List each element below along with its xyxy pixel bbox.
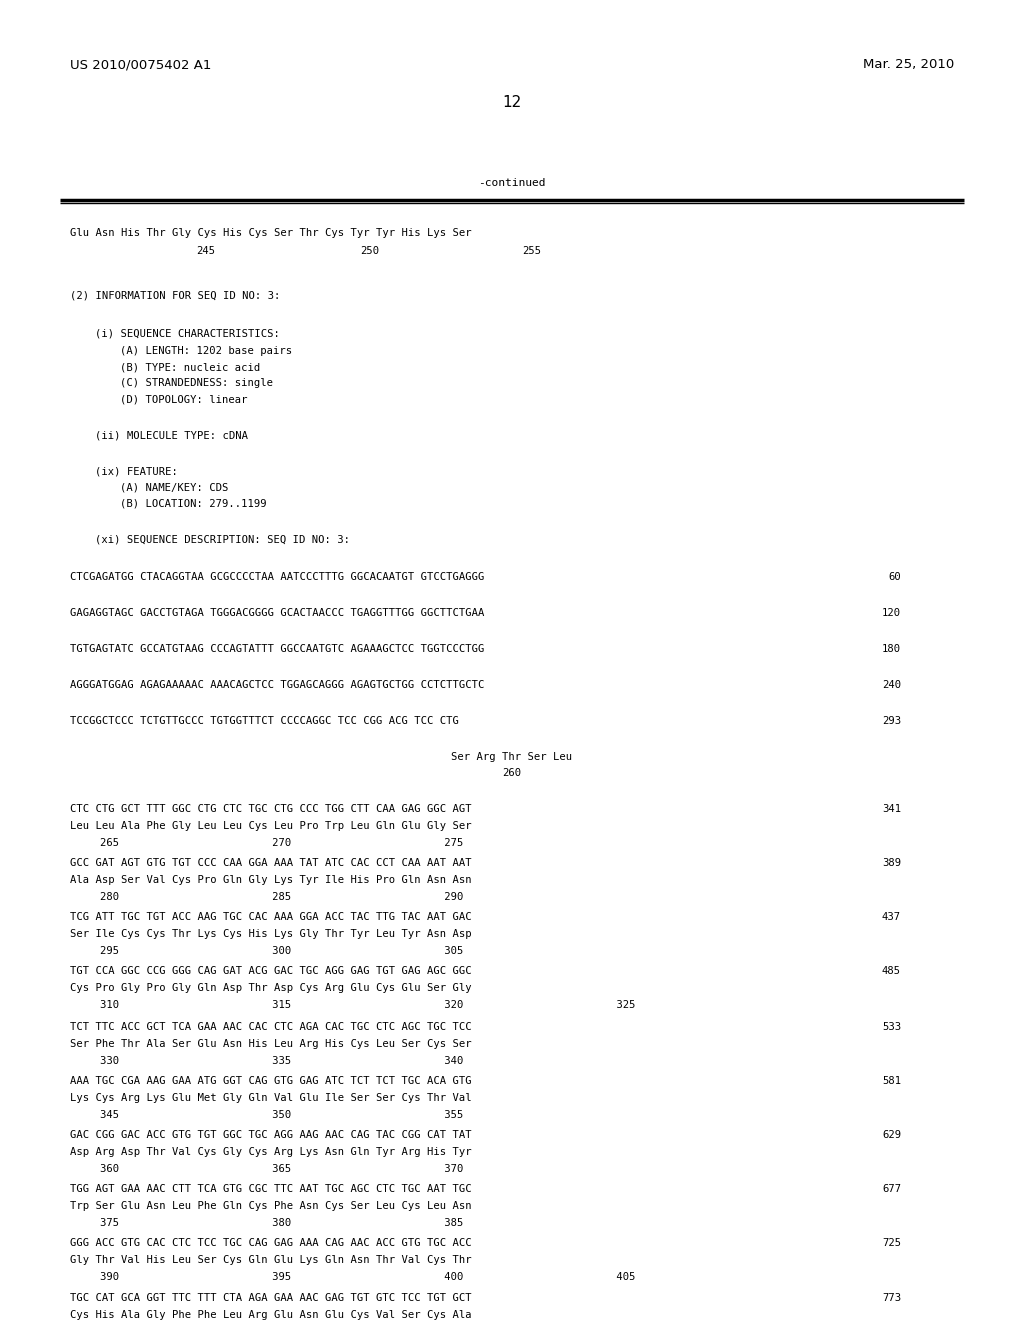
Text: 310                        315                        320                       : 310 315 320	[99, 1001, 635, 1010]
Text: 245: 245	[197, 246, 216, 256]
Text: Cys Pro Gly Pro Gly Gln Asp Thr Asp Cys Arg Glu Cys Glu Ser Gly: Cys Pro Gly Pro Gly Gln Asp Thr Asp Cys …	[70, 983, 471, 993]
Text: 255: 255	[522, 246, 542, 256]
Text: AGGGATGGAG AGAGAAAAAC AAACAGCTCC TGGAGCAGGG AGAGTGCTGG CCTCTTGCTC: AGGGATGGAG AGAGAAAAAC AAACAGCTCC TGGAGCA…	[70, 680, 484, 690]
Text: 280                        285                        290: 280 285 290	[99, 892, 463, 902]
Text: 293: 293	[882, 715, 901, 726]
Text: GGG ACC GTG CAC CTC TCC TGC CAG GAG AAA CAG AAC ACC GTG TGC ACC: GGG ACC GTG CAC CTC TCC TGC CAG GAG AAA …	[70, 1238, 471, 1247]
Text: (i) SEQUENCE CHARACTERISTICS:: (i) SEQUENCE CHARACTERISTICS:	[95, 327, 280, 338]
Text: (xi) SEQUENCE DESCRIPTION: SEQ ID NO: 3:: (xi) SEQUENCE DESCRIPTION: SEQ ID NO: 3:	[95, 535, 350, 544]
Text: Glu Asn His Thr Gly Cys His Cys Ser Thr Cys Tyr Tyr His Lys Ser: Glu Asn His Thr Gly Cys His Cys Ser Thr …	[70, 228, 471, 238]
Text: 389: 389	[882, 858, 901, 869]
Text: (B) TYPE: nucleic acid: (B) TYPE: nucleic acid	[120, 362, 260, 372]
Text: Lys Cys Arg Lys Glu Met Gly Gln Val Glu Ile Ser Ser Cys Thr Val: Lys Cys Arg Lys Glu Met Gly Gln Val Glu …	[70, 1093, 471, 1104]
Text: 265                        270                        275: 265 270 275	[99, 838, 463, 847]
Text: 581: 581	[882, 1076, 901, 1086]
Text: -continued: -continued	[478, 178, 546, 187]
Text: 341: 341	[882, 804, 901, 814]
Text: 240: 240	[882, 680, 901, 690]
Text: Leu Leu Ala Phe Gly Leu Leu Cys Leu Pro Trp Leu Gln Glu Gly Ser: Leu Leu Ala Phe Gly Leu Leu Cys Leu Pro …	[70, 821, 471, 832]
Text: GAGAGGTAGC GACCTGTAGA TGGGACGGGG GCACTAACCC TGAGGTTTGG GGCTTCTGAA: GAGAGGTAGC GACCTGTAGA TGGGACGGGG GCACTAA…	[70, 609, 484, 618]
Text: AAA TGC CGA AAG GAA ATG GGT CAG GTG GAG ATC TCT TCT TGC ACA GTG: AAA TGC CGA AAG GAA ATG GGT CAG GTG GAG …	[70, 1076, 471, 1086]
Text: (B) LOCATION: 279..1199: (B) LOCATION: 279..1199	[120, 498, 266, 508]
Text: GCC GAT AGT GTG TGT CCC CAA GGA AAA TAT ATC CAC CCT CAA AAT AAT: GCC GAT AGT GTG TGT CCC CAA GGA AAA TAT …	[70, 858, 471, 869]
Text: Ala Asp Ser Val Cys Pro Gln Gly Lys Tyr Ile His Pro Gln Asn Asn: Ala Asp Ser Val Cys Pro Gln Gly Lys Tyr …	[70, 875, 471, 884]
Text: 629: 629	[882, 1130, 901, 1140]
Text: (2) INFORMATION FOR SEQ ID NO: 3:: (2) INFORMATION FOR SEQ ID NO: 3:	[70, 290, 281, 300]
Text: 360                        365                        370: 360 365 370	[99, 1164, 463, 1173]
Text: 677: 677	[882, 1184, 901, 1195]
Text: GAC CGG GAC ACC GTG TGT GGC TGC AGG AAG AAC CAG TAC CGG CAT TAT: GAC CGG GAC ACC GTG TGT GGC TGC AGG AAG …	[70, 1130, 471, 1140]
Text: 345                        350                        355: 345 350 355	[99, 1110, 463, 1119]
Text: (D) TOPOLOGY: linear: (D) TOPOLOGY: linear	[120, 393, 248, 404]
Text: 773: 773	[882, 1294, 901, 1303]
Text: 295                        300                        305: 295 300 305	[99, 946, 463, 956]
Text: Mar. 25, 2010: Mar. 25, 2010	[863, 58, 954, 71]
Text: 485: 485	[882, 966, 901, 975]
Text: 437: 437	[882, 912, 901, 921]
Text: 60: 60	[889, 572, 901, 582]
Text: TCCGGCTCCC TCTGTTGCCC TGTGGTTTCT CCCCAGGC TCC CGG ACG TCC CTG: TCCGGCTCCC TCTGTTGCCC TGTGGTTTCT CCCCAGG…	[70, 715, 459, 726]
Text: CTC CTG GCT TTT GGC CTG CTC TGC CTG CCC TGG CTT CAA GAG GGC AGT: CTC CTG GCT TTT GGC CTG CTC TGC CTG CCC …	[70, 804, 471, 814]
Text: 120: 120	[882, 609, 901, 618]
Text: TCT TTC ACC GCT TCA GAA AAC CAC CTC AGA CAC TGC CTC AGC TGC TCC: TCT TTC ACC GCT TCA GAA AAC CAC CTC AGA …	[70, 1022, 471, 1032]
Text: 375                        380                        385: 375 380 385	[99, 1218, 463, 1228]
Text: Ser Arg Thr Ser Leu: Ser Arg Thr Ser Leu	[452, 752, 572, 762]
Text: 533: 533	[882, 1022, 901, 1032]
Text: 725: 725	[882, 1238, 901, 1247]
Text: TGT CCA GGC CCG GGG CAG GAT ACG GAC TGC AGG GAG TGT GAG AGC GGC: TGT CCA GGC CCG GGG CAG GAT ACG GAC TGC …	[70, 966, 471, 975]
Text: 330                        335                        340: 330 335 340	[99, 1056, 463, 1067]
Text: Trp Ser Glu Asn Leu Phe Gln Cys Phe Asn Cys Ser Leu Cys Leu Asn: Trp Ser Glu Asn Leu Phe Gln Cys Phe Asn …	[70, 1201, 471, 1210]
Text: TGG AGT GAA AAC CTT TCA GTG CGC TTC AAT TGC AGC CTC TGC AAT TGC: TGG AGT GAA AAC CTT TCA GTG CGC TTC AAT …	[70, 1184, 471, 1195]
Text: Ser Ile Cys Cys Thr Lys Cys His Lys Gly Thr Tyr Leu Tyr Asn Asp: Ser Ile Cys Cys Thr Lys Cys His Lys Gly …	[70, 929, 471, 939]
Text: 180: 180	[882, 644, 901, 653]
Text: 390                        395                        400                       : 390 395 400	[99, 1272, 635, 1282]
Text: Gly Thr Val His Leu Ser Cys Gln Glu Lys Gln Asn Thr Val Cys Thr: Gly Thr Val His Leu Ser Cys Gln Glu Lys …	[70, 1255, 471, 1265]
Text: 250: 250	[360, 246, 380, 256]
Text: (C) STRANDEDNESS: single: (C) STRANDEDNESS: single	[120, 378, 273, 388]
Text: (A) LENGTH: 1202 base pairs: (A) LENGTH: 1202 base pairs	[120, 346, 292, 356]
Text: TGTGAGTATC GCCATGTAAG CCCAGTATTT GGCCAATGTC AGAAAGCTCC TGGTCCCTGG: TGTGAGTATC GCCATGTAAG CCCAGTATTT GGCCAAT…	[70, 644, 484, 653]
Text: Ser Phe Thr Ala Ser Glu Asn His Leu Arg His Cys Leu Ser Cys Ser: Ser Phe Thr Ala Ser Glu Asn His Leu Arg …	[70, 1039, 471, 1049]
Text: (ii) MOLECULE TYPE: cDNA: (ii) MOLECULE TYPE: cDNA	[95, 430, 248, 440]
Text: (A) NAME/KEY: CDS: (A) NAME/KEY: CDS	[120, 482, 228, 492]
Text: Asp Arg Asp Thr Val Cys Gly Cys Arg Lys Asn Gln Tyr Arg His Tyr: Asp Arg Asp Thr Val Cys Gly Cys Arg Lys …	[70, 1147, 471, 1158]
Text: TGC CAT GCA GGT TTC TTT CTA AGA GAA AAC GAG TGT GTC TCC TGT GCT: TGC CAT GCA GGT TTC TTT CTA AGA GAA AAC …	[70, 1294, 471, 1303]
Text: 260: 260	[503, 768, 521, 777]
Text: (ix) FEATURE:: (ix) FEATURE:	[95, 466, 178, 477]
Text: US 2010/0075402 A1: US 2010/0075402 A1	[70, 58, 211, 71]
Text: 12: 12	[503, 95, 521, 110]
Text: CTCGAGATGG CTACAGGTAA GCGCCCCTAA AATCCCTTTG GGCACAATGT GTCCTGAGGG: CTCGAGATGG CTACAGGTAA GCGCCCCTAA AATCCCT…	[70, 572, 484, 582]
Text: Cys His Ala Gly Phe Phe Leu Arg Glu Asn Glu Cys Val Ser Cys Ala: Cys His Ala Gly Phe Phe Leu Arg Glu Asn …	[70, 1309, 471, 1320]
Text: TCG ATT TGC TGT ACC AAG TGC CAC AAA GGA ACC TAC TTG TAC AAT GAC: TCG ATT TGC TGT ACC AAG TGC CAC AAA GGA …	[70, 912, 471, 921]
